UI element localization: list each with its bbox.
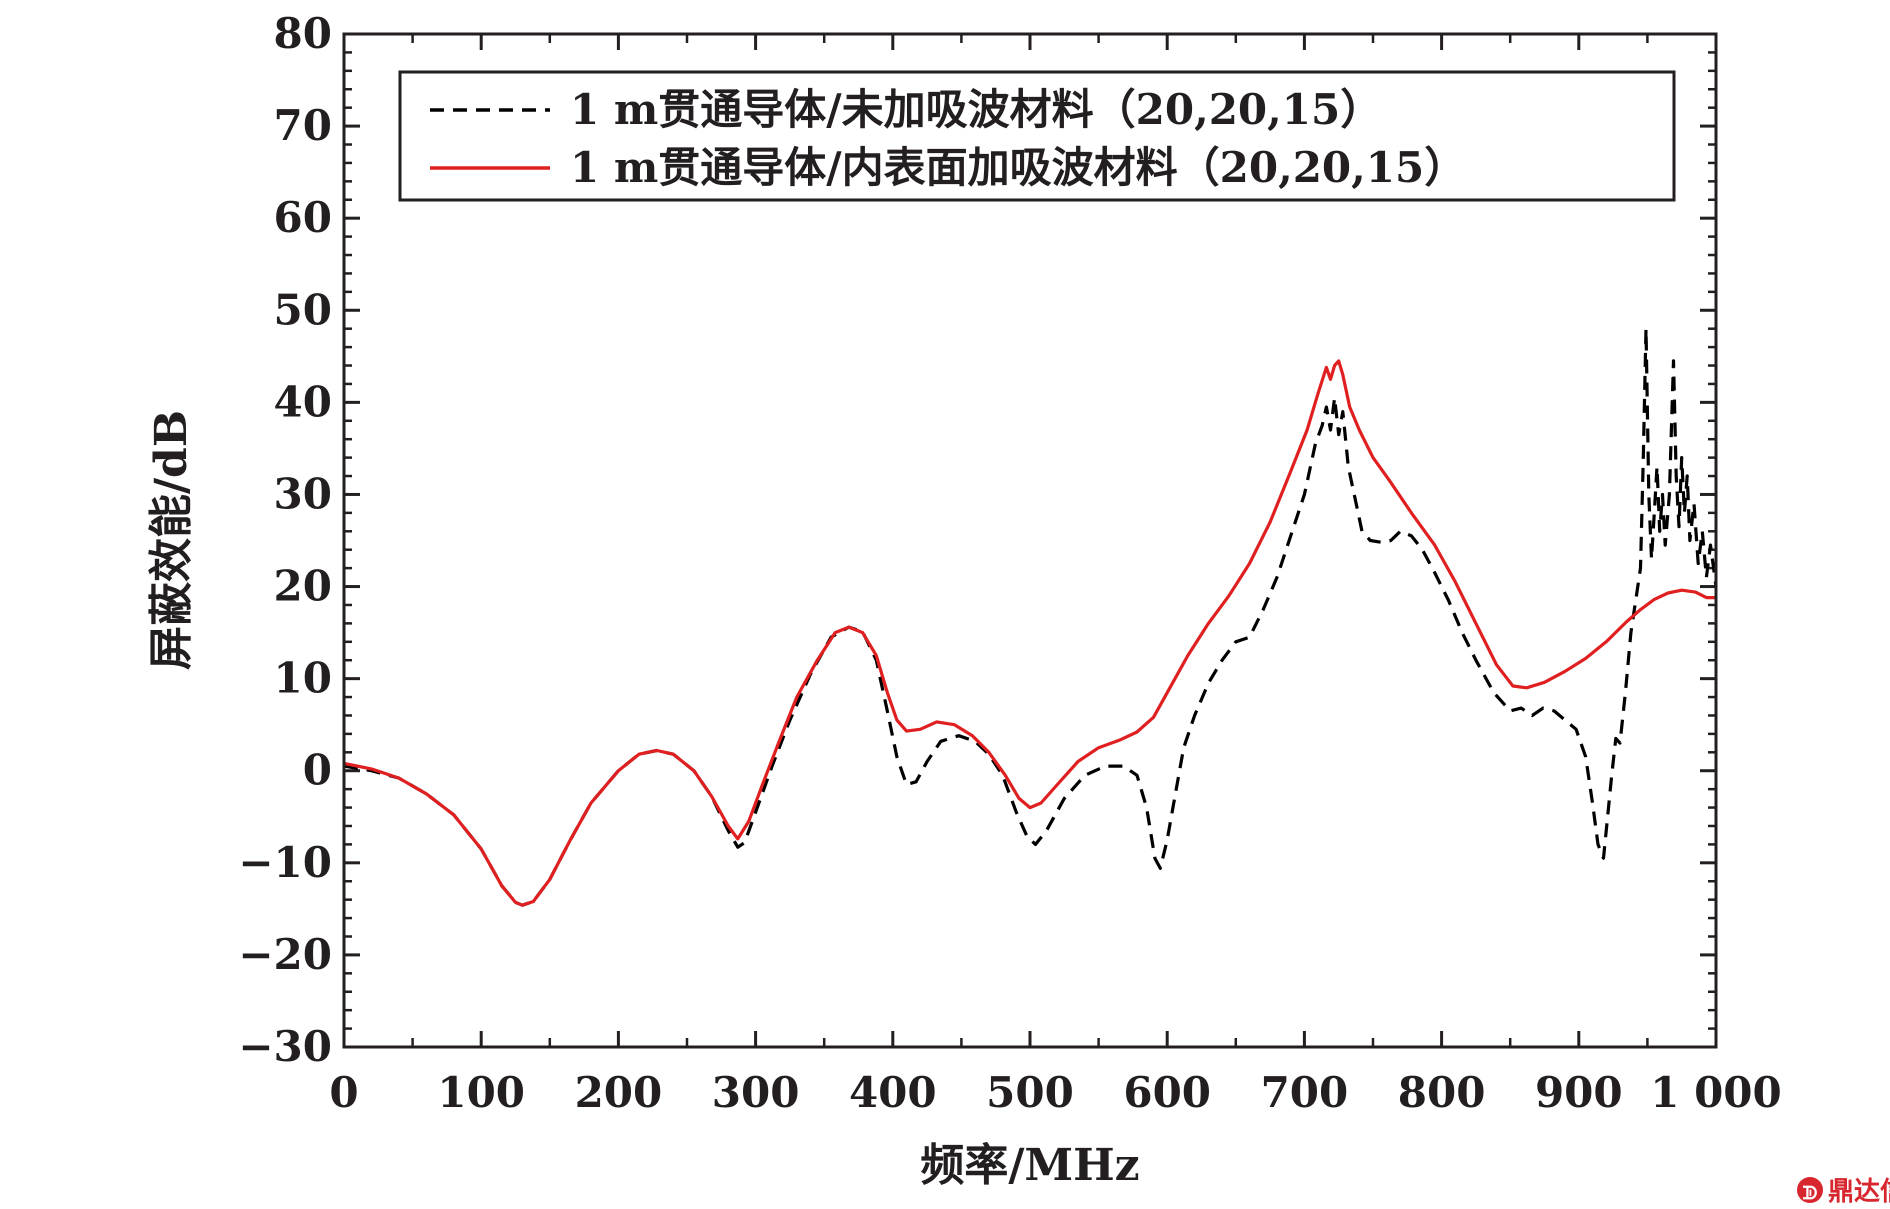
- x-tick-label: 300: [712, 1068, 800, 1117]
- legend: 1 m贯通导体/未加吸波材料（20,20,15） 1 m贯通导体/内表面加吸波材…: [398, 70, 1676, 202]
- y-tick-label: 50: [274, 285, 332, 334]
- y-tick-label: −30: [238, 1022, 332, 1071]
- series-layer: [343, 327, 1718, 907]
- x-tick-label: 700: [1261, 1068, 1349, 1117]
- y-tick-label: 0: [303, 746, 332, 795]
- y-tick-label: −10: [238, 838, 332, 887]
- watermark-text: 鼎达信: [1828, 1177, 1890, 1207]
- y-tick-label: 60: [274, 193, 332, 242]
- x-axis-ticks: [342, 34, 1718, 1047]
- y-tick-label: −20: [238, 930, 332, 979]
- x-tick-label: 400: [849, 1068, 937, 1117]
- legend-label-series-2: 1 m贯通导体/内表面加吸波材料（20,20,15）: [570, 143, 1466, 192]
- legend-label-series-1: 1 m贯通导体/未加吸波材料（20,20,15）: [570, 85, 1382, 134]
- watermark: ᗫ 鼎达信: [1797, 1177, 1890, 1207]
- y-axis-title: 屏蔽效能/dB: [146, 410, 197, 670]
- x-tick-label: 500: [986, 1068, 1074, 1117]
- plot-frame: [342, 32, 1718, 1049]
- y-tick-label: 10: [274, 654, 332, 703]
- series-line-1: [343, 327, 1718, 907]
- watermark-badge: ᗫ: [1803, 1183, 1818, 1204]
- x-tick-label: 200: [575, 1068, 663, 1117]
- y-tick-label: 70: [274, 101, 332, 150]
- x-axis-tick-labels: 0 100 200 300 400 500 600 700 800 900 1 000: [329, 1068, 1781, 1117]
- watermark-logo-icon: [1797, 1177, 1823, 1203]
- x-tick-label: 800: [1398, 1068, 1486, 1117]
- y-tick-label: 30: [274, 469, 332, 518]
- y-tick-label: 20: [274, 562, 332, 611]
- x-tick-label: 100: [437, 1068, 525, 1117]
- y-axis-tick-labels: −30 −20 −10 0 10 20 30 40 50 60 70 80: [238, 9, 332, 1071]
- x-tick-label: 900: [1535, 1068, 1623, 1117]
- series-line-2: [343, 359, 1716, 907]
- legend-box: [398, 70, 1676, 202]
- x-tick-label: 600: [1123, 1068, 1211, 1117]
- y-tick-label: 80: [274, 9, 332, 58]
- x-tick-label: 1 000: [1650, 1068, 1782, 1117]
- y-tick-label: 40: [274, 377, 332, 426]
- x-axis-title: 频率/MHz: [920, 1140, 1139, 1191]
- x-tick-label: 0: [329, 1068, 358, 1117]
